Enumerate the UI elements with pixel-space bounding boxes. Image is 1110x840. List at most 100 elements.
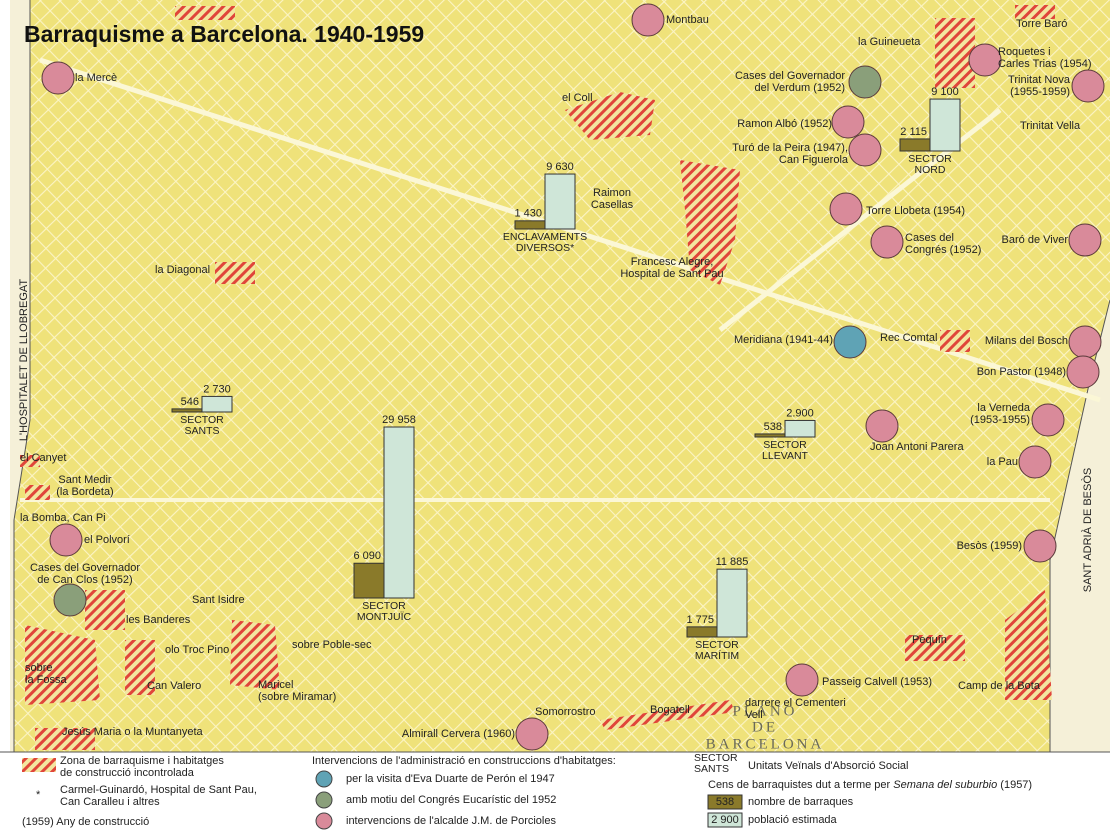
map-imprint: BARCELONA bbox=[706, 736, 825, 752]
place-label: Raimon bbox=[593, 187, 631, 199]
place-label: Torre Baró bbox=[1016, 18, 1067, 30]
place-label: Congrés (1952) bbox=[905, 244, 981, 256]
place-marker bbox=[1023, 529, 1057, 563]
zone bbox=[25, 625, 100, 705]
place-marker bbox=[785, 663, 819, 697]
place-label: Montbau bbox=[666, 14, 709, 26]
place-label: la Pau bbox=[987, 456, 1018, 468]
place-label: Besòs (1959) bbox=[957, 540, 1022, 552]
place-label: Somorrostro bbox=[535, 706, 596, 718]
barraques-bar bbox=[353, 562, 385, 599]
place-label: la Fossa bbox=[25, 674, 67, 686]
place-label: sobre Poble-sec bbox=[292, 639, 372, 651]
place-label: Baró de Viver bbox=[1002, 234, 1069, 246]
place-marker bbox=[870, 225, 904, 259]
place-marker bbox=[865, 409, 899, 443]
place-marker bbox=[1018, 445, 1052, 479]
poblacio-bar bbox=[544, 173, 576, 230]
place-marker bbox=[631, 3, 665, 37]
zone bbox=[600, 700, 735, 730]
place-label: la Bomba, Can Pi bbox=[20, 512, 106, 524]
legend-text: Cens de barraquistes dut a terme per Sem… bbox=[708, 779, 1032, 791]
place-marker bbox=[1066, 355, 1100, 389]
place-label: la Guineueta bbox=[858, 36, 921, 48]
legend-text: Can Caralleu i altres bbox=[60, 796, 160, 808]
poblacio-swatch bbox=[707, 812, 743, 828]
place-label: Bon Pastor (1948) bbox=[977, 366, 1066, 378]
marker-swatch bbox=[315, 791, 333, 809]
zone bbox=[125, 640, 155, 695]
border-label: L'HOSPITALET DE LLOBREGAT bbox=[18, 279, 30, 442]
legend-text: 538 bbox=[716, 796, 734, 808]
barraques-label: 1 430 bbox=[514, 208, 542, 220]
sector-name: NORD bbox=[915, 164, 946, 176]
place-label: el Polvorí bbox=[84, 534, 130, 546]
zone bbox=[680, 160, 740, 285]
poblacio-bar bbox=[716, 568, 748, 638]
sector-name: SECTOR bbox=[763, 439, 807, 451]
legend-text: Cens de barraquistes dut a terme per bbox=[708, 779, 893, 791]
east-border bbox=[1050, 300, 1110, 752]
barraques-bar bbox=[899, 138, 931, 152]
legend-text: per la visita d'Eva Duarte de Perón el 1… bbox=[346, 773, 555, 785]
place-label: (sobre Miramar) bbox=[258, 691, 336, 703]
legend-text: Carmel-Guinardó, Hospital de Sant Pau, bbox=[60, 784, 257, 796]
place-label: Trinitat Vella bbox=[1020, 120, 1081, 132]
poblacio-label: 2 730 bbox=[203, 383, 231, 395]
place-label: Cases del Governador bbox=[735, 70, 845, 82]
place-label: Joan Antoni Parera bbox=[870, 441, 964, 453]
poblacio-label: 9 630 bbox=[546, 161, 574, 173]
legend-text: amb motiu del Congrés Eucarístic del 195… bbox=[346, 794, 556, 806]
zone bbox=[25, 485, 50, 500]
barraques-bar bbox=[754, 433, 786, 438]
zone bbox=[20, 455, 40, 467]
place-label: Camp de la Bota bbox=[958, 680, 1041, 692]
place-label: Maricel bbox=[258, 679, 293, 691]
place-label: el Coll bbox=[562, 92, 593, 104]
legend-text: nombre de barraques bbox=[748, 796, 854, 808]
legend-text: Unitats Veïnals d'Absorció Social bbox=[748, 760, 908, 772]
place-label: la Diagonal bbox=[155, 264, 210, 276]
legend-mark: * bbox=[36, 789, 41, 801]
map-imprint: PLANO bbox=[732, 703, 797, 719]
place-label: de Can Clos (1952) bbox=[37, 574, 132, 586]
poblacio-bar bbox=[201, 395, 233, 413]
place-label: Hospital de Sant Pau bbox=[620, 268, 723, 280]
place-marker bbox=[49, 523, 83, 557]
sector-name: SECTOR bbox=[908, 153, 952, 165]
barraques-bar bbox=[514, 220, 546, 230]
place-marker bbox=[41, 61, 75, 95]
map-background bbox=[10, 0, 1110, 752]
barraques-label: 1 775 bbox=[686, 614, 714, 626]
sector-name: DIVERSOS* bbox=[516, 242, 574, 254]
place-marker bbox=[1071, 69, 1105, 103]
legend-text: SECTOR bbox=[694, 752, 738, 764]
zone bbox=[1005, 590, 1052, 700]
place-label: el Canyet bbox=[20, 452, 66, 464]
place-label: Milans del Bosch bbox=[985, 335, 1068, 347]
zone bbox=[175, 6, 235, 20]
place-marker bbox=[1031, 403, 1065, 437]
barraques-bar bbox=[171, 408, 203, 413]
place-label: Sant Medir bbox=[58, 474, 112, 486]
barraques-label: 2 115 bbox=[900, 126, 927, 138]
place-label: la Verneda bbox=[977, 402, 1030, 414]
sector-name: ENCLAVAMENTS bbox=[503, 231, 587, 243]
zone bbox=[1015, 5, 1055, 19]
place-marker bbox=[1068, 325, 1102, 359]
boundary-line bbox=[13, 0, 31, 752]
zone-swatch bbox=[22, 758, 56, 772]
barraques-bar bbox=[686, 626, 718, 638]
place-marker bbox=[831, 105, 865, 139]
place-label: Can Figuerola bbox=[779, 154, 849, 166]
place-marker bbox=[53, 583, 87, 617]
zone bbox=[935, 18, 975, 88]
place-label: Casellas bbox=[591, 199, 634, 211]
place-label: Cases del bbox=[905, 232, 954, 244]
marker-swatch bbox=[315, 770, 333, 788]
place-marker bbox=[833, 325, 867, 359]
place-label: darrere el Cementeri bbox=[745, 697, 846, 709]
sector-name: LLEVANT bbox=[762, 450, 808, 462]
